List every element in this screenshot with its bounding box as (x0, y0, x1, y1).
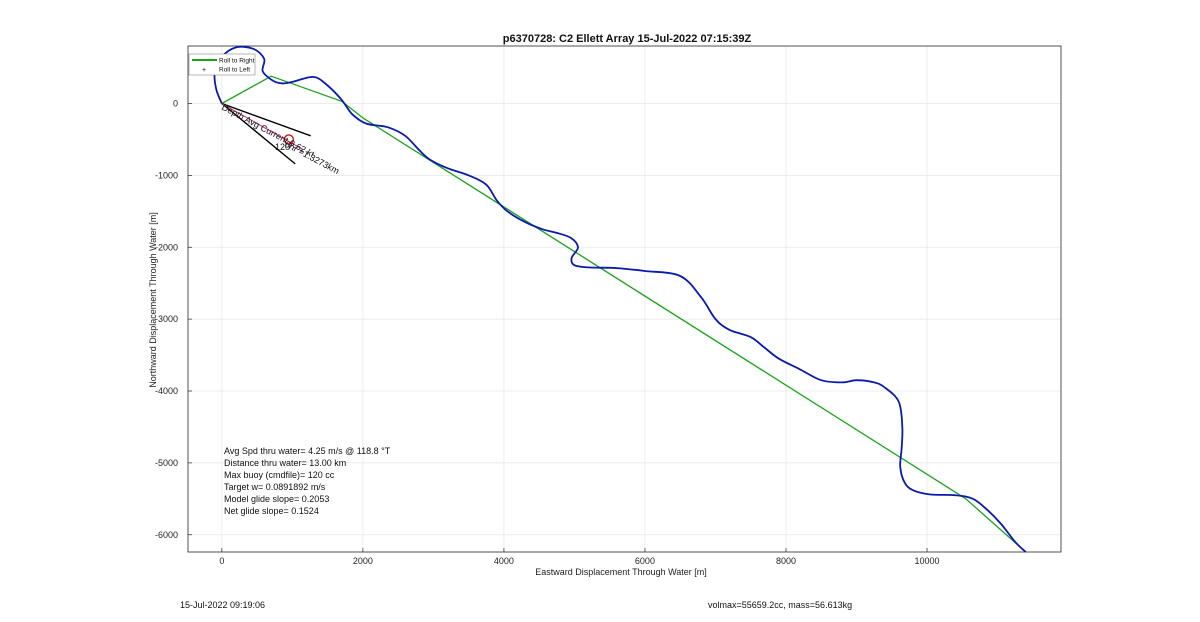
stats-block: Avg Spd thru water= 4.25 m/s @ 118.8 °T … (224, 446, 391, 516)
series-layer (213, 45, 1027, 553)
y-tick-label: -1000 (155, 170, 178, 180)
y-tick-label: -4000 (155, 386, 178, 396)
glider-track (213, 45, 1027, 553)
x-tick-label: 6000 (635, 556, 655, 566)
grid-lines (188, 46, 1061, 552)
stat-max-buoy: Max buoy (cmdfile)= 120 cc (224, 470, 335, 480)
stat-model-glide: Model glide slope= 0.2053 (224, 494, 329, 504)
stat-avg-speed: Avg Spd thru water= 4.25 m/s @ 118.8 °T (224, 446, 391, 456)
x-tick-label: 10000 (915, 556, 940, 566)
x-axis-label: Eastward Displacement Through Water [m] (535, 567, 707, 577)
legend-label-roll-right: Roll to Right (219, 58, 255, 65)
legend-label-roll-left: Roll to Left (219, 67, 250, 74)
x-tick-label: 4000 (494, 556, 514, 566)
y-tick-label: -6000 (155, 530, 178, 540)
current-vector-mean (221, 103, 304, 150)
x-tick-label: 8000 (776, 556, 796, 566)
y-tick-label: 0 (173, 99, 178, 109)
current-vectors (221, 102, 311, 165)
axes-frame (187, 45, 1062, 553)
current-vector-lower (221, 102, 296, 165)
axis-ticks: 0 2000 4000 6000 8000 10000 0 -1000 -2000 -3000 -4… (155, 99, 940, 567)
legend-marker-roll-left: + (202, 67, 206, 74)
y-tick-label: -5000 (155, 458, 178, 468)
y-axis-label: Northward Displacement Through Water [m] (148, 212, 158, 388)
current-vector-upper (221, 102, 311, 137)
roll-to-right-track (221, 75, 1027, 553)
y-tick-label: -3000 (155, 314, 178, 324)
annotation-6hr-distance: 6hr =1.3273km (283, 139, 341, 176)
chart-title: p6370728: C2 Ellett Array 15-Jul-2022 07… (503, 33, 752, 45)
footer-timestamp: 15-Jul-2022 09:19:06 (180, 600, 266, 610)
stat-distance: Distance thru water= 13.00 km (224, 458, 346, 468)
y-tick-label: -2000 (155, 242, 178, 252)
stat-target-w: Target w= 0.0891892 m/s (224, 482, 326, 492)
x-tick-label: 2000 (353, 556, 373, 566)
stat-net-glide: Net glide slope= 0.1524 (224, 506, 319, 516)
footer-volmass: volmax=55659.2cc, mass=56.613kg (708, 600, 853, 610)
legend: Roll to Right + Roll to Left (188, 53, 256, 76)
annotation-120: 120 (275, 142, 290, 152)
current-vector-marker (283, 134, 294, 145)
x-tick-label: 0 (219, 556, 224, 566)
